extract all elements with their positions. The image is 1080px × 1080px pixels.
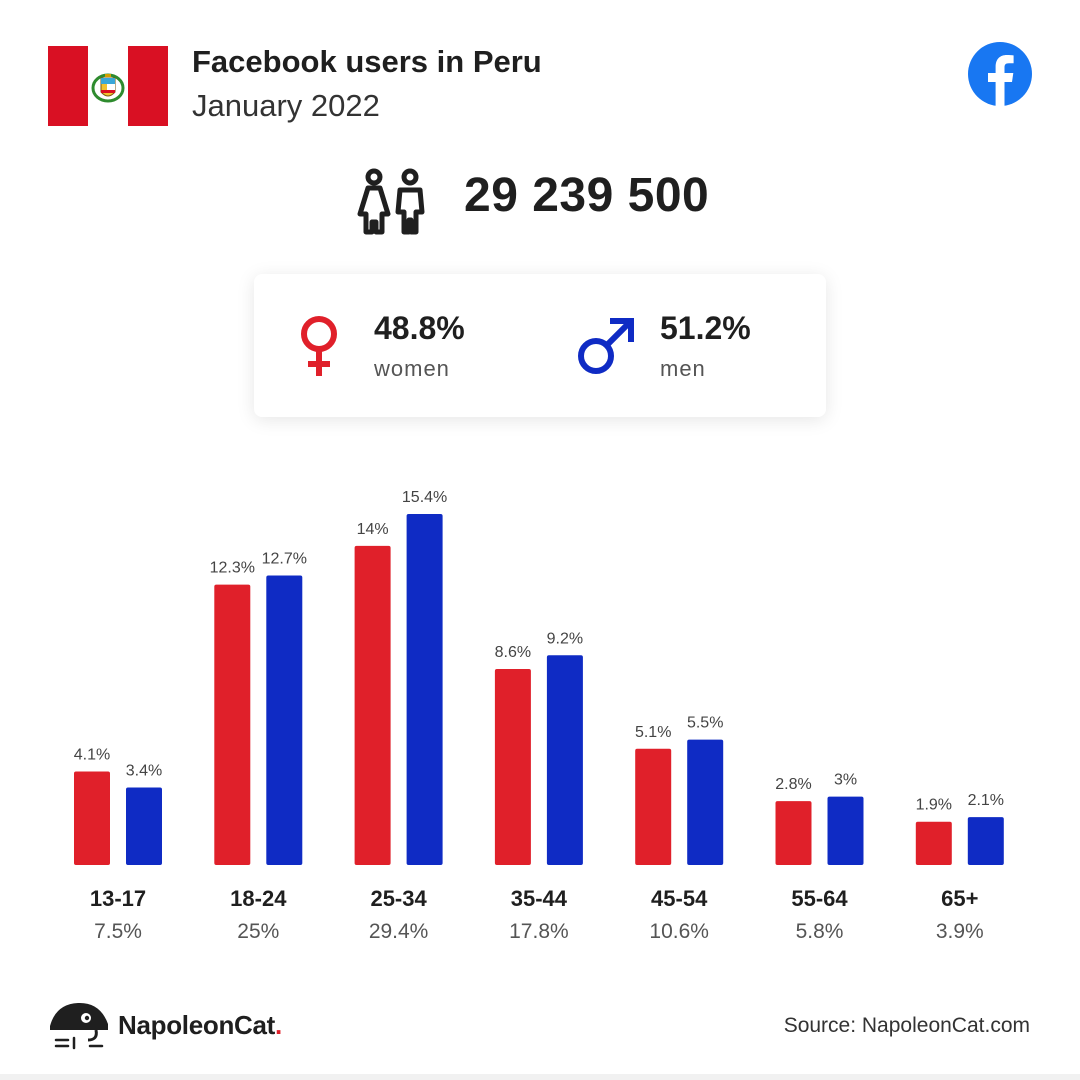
brand-dot: . [275, 1010, 282, 1040]
bar-value-label: 12.7% [262, 551, 307, 568]
bar-men-35-44 [546, 655, 583, 865]
bar-women-55-64 [775, 801, 812, 865]
brand-name: NapoleonCat. [118, 1010, 282, 1041]
bar-men-13-17 [126, 787, 162, 865]
bar-value-label: 9.2% [547, 630, 583, 647]
bar-women-25-34 [354, 545, 391, 865]
bar-women-65+ [915, 821, 952, 865]
bar-men-45-54 [687, 739, 724, 865]
bar-men-55-64 [827, 796, 864, 865]
age-group-total: 29.4% [369, 920, 429, 943]
gender-summary-card: 48.8% women 51.2% men [254, 274, 826, 417]
page-title: Facebook users in Peru [192, 44, 542, 79]
bar-value-label: 14% [357, 521, 389, 538]
bar-women-13-17 [74, 771, 110, 865]
bar-women-18-24 [214, 584, 251, 865]
women-percentage: 48.8% [374, 310, 465, 346]
female-icon [301, 316, 337, 376]
age-group-label: 18-24 [230, 886, 287, 911]
age-group-label: 25-34 [370, 886, 427, 911]
users-icon [357, 168, 425, 235]
bar-men-65+ [967, 817, 1004, 865]
bar-men-25-34 [406, 514, 443, 865]
age-group-label: 45-54 [651, 886, 708, 911]
brand-name-text: NapoleonCat [118, 1010, 276, 1040]
age-group-total: 7.5% [94, 920, 142, 943]
age-group-total: 10.6% [649, 920, 709, 943]
male-icon [578, 318, 634, 374]
bar-value-label: 4.1% [74, 747, 110, 764]
bar-women-45-54 [635, 748, 672, 865]
bar-value-label: 8.6% [495, 644, 531, 661]
coat-of-arms-icon [91, 73, 125, 103]
age-group-label: 55-64 [791, 886, 848, 911]
bar-value-label: 1.9% [916, 797, 952, 814]
age-group-total: 17.8% [509, 920, 569, 943]
bar-value-label: 2.8% [775, 776, 811, 793]
age-group-total: 3.9% [936, 920, 984, 943]
total-users-value: 29 239 500 [464, 169, 710, 222]
bar-value-label: 5.1% [635, 724, 671, 741]
age-group-label: 13-17 [90, 886, 146, 911]
bar-value-label: 5.5% [687, 715, 723, 732]
men-label: men [660, 356, 706, 381]
flag-right-stripe [128, 46, 168, 126]
napoleoncat-logo-icon [50, 1002, 108, 1050]
bar-value-label: 15.4% [402, 489, 447, 506]
bar-value-label: 2.1% [968, 792, 1004, 809]
age-group-total: 25% [237, 920, 279, 943]
bottom-divider [0, 1074, 1080, 1080]
flag-middle-stripe [88, 46, 128, 126]
men-percentage: 51.2% [660, 310, 751, 346]
women-label: women [374, 356, 450, 381]
bar-value-label: 12.3% [210, 560, 255, 577]
bar-value-label: 3.4% [126, 763, 162, 780]
age-gender-bar-chart: 4.1% 3.4% 13-17 7.5% 12.3% 12.7% 18-24 25% 14% 15… [74, 489, 1004, 943]
bar-value-label: 3% [834, 772, 857, 789]
facebook-logo-icon [968, 42, 1032, 106]
age-group-label: 35-44 [511, 886, 568, 911]
bar-women-35-44 [494, 668, 531, 865]
page-subtitle: January 2022 [192, 88, 380, 123]
flag-left-stripe [48, 46, 88, 126]
age-group-label: 65+ [941, 886, 978, 911]
peru-flag [48, 46, 168, 126]
age-group-total: 5.8% [796, 920, 844, 943]
bar-men-18-24 [266, 575, 303, 865]
source-text: Source: NapoleonCat.com [783, 1014, 1030, 1037]
